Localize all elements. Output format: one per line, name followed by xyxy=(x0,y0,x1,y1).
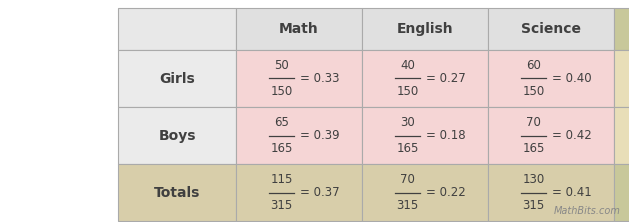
Text: = 0.33: = 0.33 xyxy=(300,72,340,85)
Bar xyxy=(118,107,236,164)
Text: 60: 60 xyxy=(526,59,541,72)
Bar xyxy=(488,50,614,107)
Text: = 0.42: = 0.42 xyxy=(552,129,592,142)
Text: Totals: Totals xyxy=(154,186,200,200)
Text: 150: 150 xyxy=(396,85,418,97)
Bar xyxy=(236,8,362,50)
Text: 50: 50 xyxy=(274,59,289,72)
Bar xyxy=(362,8,488,50)
Text: Boys: Boys xyxy=(159,129,196,143)
Bar xyxy=(614,50,629,107)
Text: 115: 115 xyxy=(270,173,292,186)
Bar xyxy=(362,107,488,164)
Text: = 0.37: = 0.37 xyxy=(300,186,340,199)
Text: = 0.40: = 0.40 xyxy=(552,72,592,85)
Text: = 0.39: = 0.39 xyxy=(300,129,340,142)
Text: 30: 30 xyxy=(400,117,415,129)
Text: Science: Science xyxy=(521,22,581,36)
Bar xyxy=(236,50,362,107)
Bar xyxy=(118,8,236,50)
Bar xyxy=(488,8,614,50)
Text: 315: 315 xyxy=(396,198,418,212)
Text: Girls: Girls xyxy=(159,71,195,85)
Text: 165: 165 xyxy=(396,142,418,155)
Bar xyxy=(236,107,362,164)
Text: = 0.18: = 0.18 xyxy=(426,129,466,142)
Bar xyxy=(118,164,236,221)
Bar xyxy=(118,50,236,107)
Text: 65: 65 xyxy=(274,117,289,129)
Text: English: English xyxy=(397,22,454,36)
Bar xyxy=(488,164,614,221)
Text: = 0.27: = 0.27 xyxy=(426,72,466,85)
Bar xyxy=(614,107,629,164)
Bar xyxy=(488,107,614,164)
Text: 70: 70 xyxy=(400,173,415,186)
Text: 315: 315 xyxy=(270,198,292,212)
Bar xyxy=(236,164,362,221)
Text: = 0.41: = 0.41 xyxy=(552,186,592,199)
Text: 40: 40 xyxy=(400,59,415,72)
Text: = 0.22: = 0.22 xyxy=(426,186,466,199)
Bar xyxy=(614,164,629,221)
Text: 165: 165 xyxy=(270,142,292,155)
Bar xyxy=(362,164,488,221)
Text: 315: 315 xyxy=(522,198,545,212)
Text: 150: 150 xyxy=(270,85,292,97)
Text: 165: 165 xyxy=(522,142,545,155)
Text: Math: Math xyxy=(279,22,319,36)
Bar xyxy=(614,8,629,50)
Text: MathBits.com: MathBits.com xyxy=(554,206,621,216)
Text: 150: 150 xyxy=(522,85,545,97)
Bar xyxy=(362,50,488,107)
Text: 70: 70 xyxy=(526,117,541,129)
Text: 130: 130 xyxy=(522,173,545,186)
